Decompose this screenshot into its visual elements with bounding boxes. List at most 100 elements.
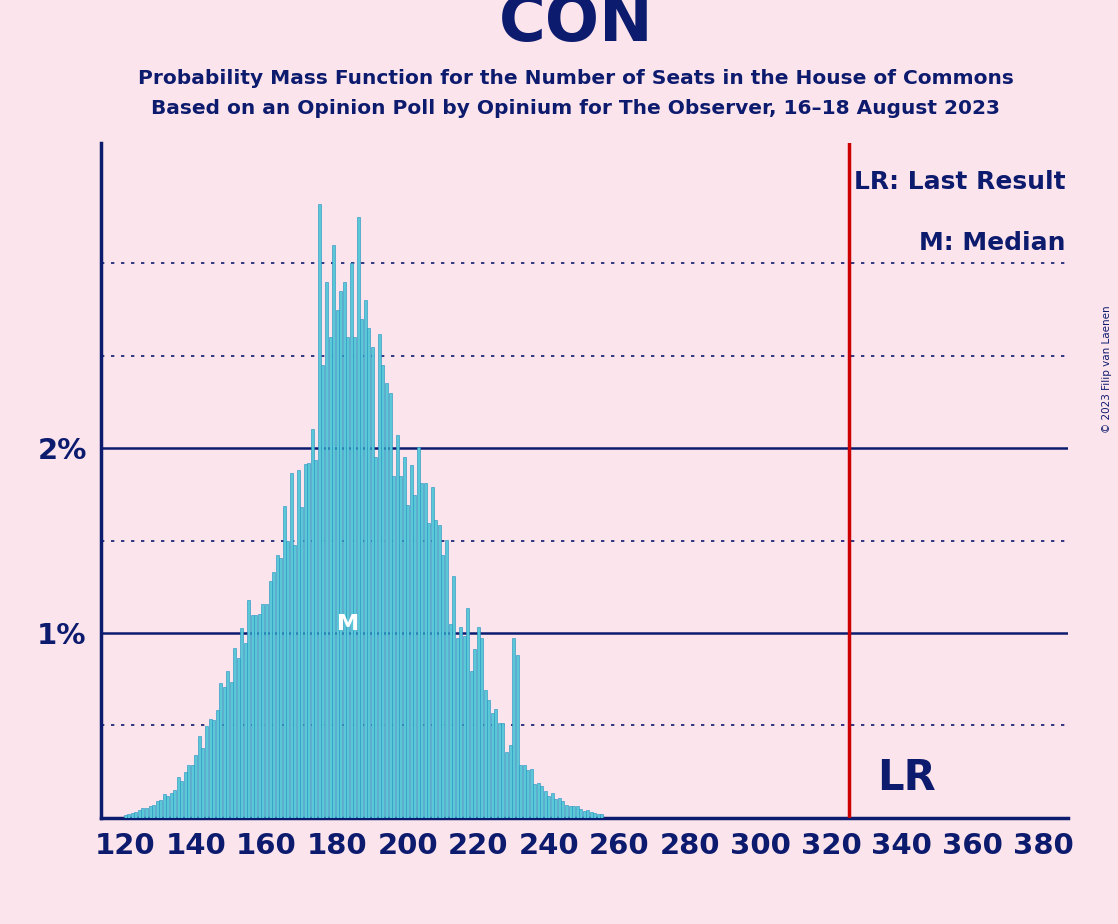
Bar: [420, 482, 424, 818]
Bar: [402, 457, 406, 818]
Text: LR: Last Result: LR: Last Result: [854, 170, 1065, 194]
Bar: [484, 690, 486, 818]
Bar: [442, 555, 445, 818]
Bar: [318, 204, 321, 818]
Text: © 2023 Filip van Laenen: © 2023 Filip van Laenen: [1102, 306, 1112, 433]
Bar: [505, 752, 508, 818]
Bar: [162, 794, 165, 818]
Bar: [268, 580, 272, 818]
Bar: [543, 791, 547, 818]
Bar: [600, 814, 604, 818]
Bar: [195, 755, 198, 818]
Bar: [335, 310, 339, 818]
Bar: [280, 558, 282, 818]
Bar: [586, 809, 589, 818]
Bar: [276, 554, 278, 818]
Bar: [296, 469, 300, 818]
Bar: [438, 525, 440, 818]
Bar: [494, 709, 498, 818]
Bar: [240, 628, 244, 818]
Bar: [155, 801, 159, 818]
Bar: [347, 337, 349, 818]
Bar: [216, 710, 219, 818]
Bar: [406, 505, 409, 818]
Bar: [311, 430, 314, 818]
Bar: [177, 777, 180, 818]
Bar: [409, 465, 413, 818]
Bar: [304, 464, 306, 818]
Bar: [435, 520, 437, 818]
Bar: [229, 682, 233, 818]
Bar: [134, 812, 138, 818]
Bar: [286, 541, 290, 818]
Bar: [368, 328, 370, 818]
Text: M: Median: M: Median: [919, 231, 1065, 255]
Bar: [527, 770, 529, 818]
Bar: [530, 769, 532, 818]
Bar: [198, 736, 201, 818]
Bar: [509, 746, 512, 818]
Bar: [329, 337, 332, 818]
Bar: [360, 319, 363, 818]
Bar: [572, 806, 575, 818]
Bar: [389, 393, 391, 818]
Bar: [244, 643, 247, 818]
Bar: [392, 476, 395, 818]
Bar: [561, 801, 565, 818]
Bar: [519, 764, 522, 818]
Bar: [375, 457, 378, 818]
Bar: [283, 506, 286, 818]
Bar: [487, 699, 491, 818]
Text: LR: LR: [878, 758, 936, 799]
Bar: [201, 748, 205, 818]
Bar: [149, 806, 152, 818]
Text: Probability Mass Function for the Number of Seats in the House of Commons: Probability Mass Function for the Number…: [138, 68, 1014, 88]
Bar: [459, 626, 462, 818]
Bar: [533, 784, 537, 818]
Bar: [515, 655, 519, 818]
Bar: [226, 671, 229, 818]
Bar: [234, 648, 236, 818]
Bar: [456, 638, 458, 818]
Bar: [131, 813, 134, 818]
Bar: [399, 476, 402, 818]
Bar: [124, 815, 126, 818]
Bar: [448, 624, 452, 818]
Bar: [463, 636, 466, 818]
Bar: [498, 723, 501, 818]
Bar: [255, 614, 257, 818]
Bar: [470, 672, 473, 818]
Bar: [222, 687, 226, 818]
Bar: [183, 772, 187, 818]
Bar: [597, 814, 599, 818]
Bar: [170, 793, 172, 818]
Bar: [272, 573, 275, 818]
Bar: [350, 263, 352, 818]
Bar: [142, 808, 144, 818]
Bar: [491, 713, 494, 818]
Bar: [565, 805, 568, 818]
Bar: [209, 719, 211, 818]
Bar: [594, 812, 596, 818]
Bar: [427, 523, 430, 818]
Bar: [569, 806, 571, 818]
Bar: [188, 765, 190, 818]
Bar: [325, 282, 328, 818]
Bar: [127, 814, 131, 818]
Bar: [353, 337, 357, 818]
Bar: [332, 245, 335, 818]
Bar: [138, 810, 141, 818]
Bar: [381, 365, 385, 818]
Bar: [212, 720, 215, 818]
Bar: [396, 435, 399, 818]
Bar: [342, 282, 345, 818]
Bar: [579, 809, 582, 818]
Bar: [265, 604, 268, 818]
Bar: [522, 765, 525, 818]
Bar: [558, 798, 561, 818]
Bar: [262, 604, 265, 818]
Bar: [476, 627, 480, 818]
Bar: [145, 808, 148, 818]
Bar: [576, 807, 579, 818]
Bar: [417, 447, 419, 818]
